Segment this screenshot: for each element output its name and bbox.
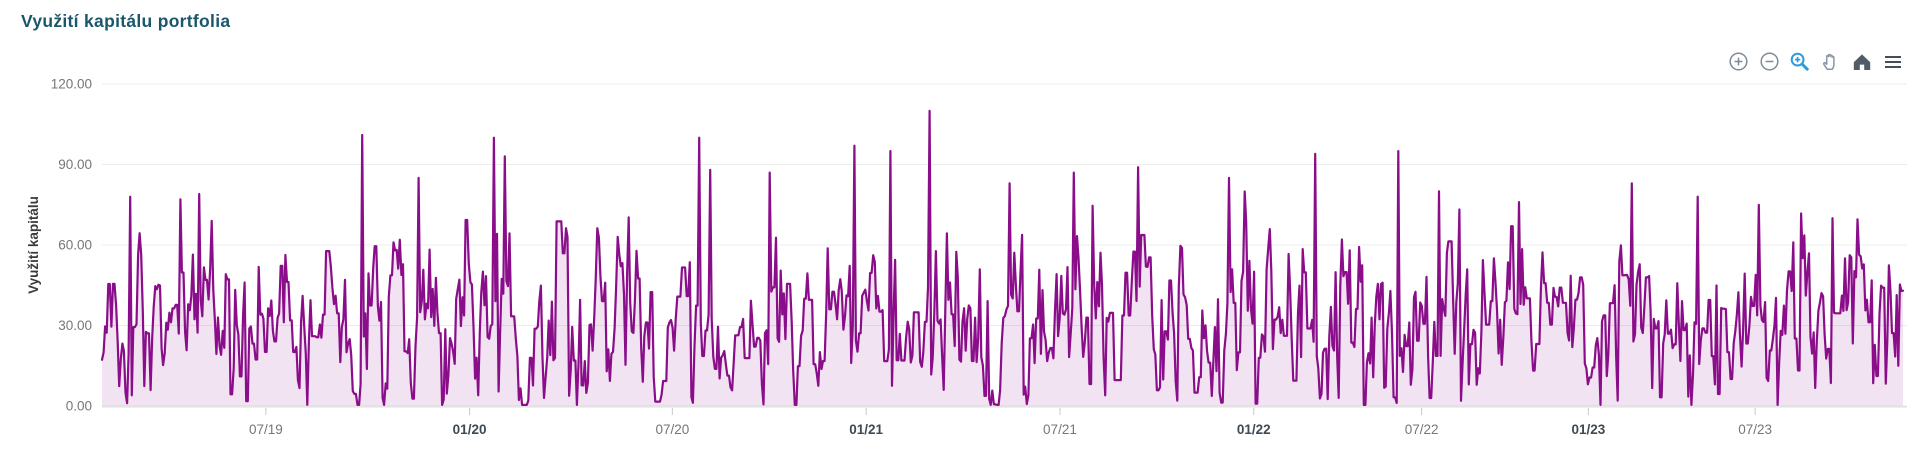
x-tick-label: 01/20 bbox=[453, 422, 487, 437]
zoom-selection-button[interactable] bbox=[1789, 52, 1811, 74]
reset-button[interactable] bbox=[1851, 52, 1873, 74]
hand-icon bbox=[1820, 51, 1842, 76]
y-tick-label: 30.00 bbox=[58, 318, 92, 333]
circle-plus-icon bbox=[1728, 51, 1749, 75]
x-tick-label: 07/22 bbox=[1405, 422, 1439, 437]
chart-toolbar bbox=[1727, 52, 1904, 74]
page-title: Využití kapitálu portfolia bbox=[21, 11, 231, 31]
zoom-out-button[interactable] bbox=[1758, 52, 1780, 74]
x-tick-label: 07/23 bbox=[1738, 422, 1772, 437]
series-line bbox=[100, 109, 1905, 406]
x-tick-label: 01/21 bbox=[849, 422, 883, 437]
y-tick-label: 60.00 bbox=[58, 238, 92, 253]
magnifier-plus-icon bbox=[1789, 51, 1811, 76]
y-tick-label: 120.00 bbox=[51, 77, 92, 92]
x-tick-label: 01/22 bbox=[1237, 422, 1271, 437]
circle-minus-icon bbox=[1759, 51, 1780, 75]
zoom-in-button[interactable] bbox=[1727, 52, 1749, 74]
hamburger-icon bbox=[1882, 51, 1904, 76]
y-tick-label: 90.00 bbox=[58, 157, 92, 172]
home-icon bbox=[1851, 51, 1873, 76]
y-tick-label: 0.00 bbox=[66, 399, 92, 414]
x-tick-label: 07/19 bbox=[249, 422, 283, 437]
y-axis-title: Využití kapitálu bbox=[26, 196, 41, 294]
menu-button[interactable] bbox=[1882, 52, 1904, 74]
x-tick-label: 07/21 bbox=[1043, 422, 1077, 437]
x-tick-label: 07/20 bbox=[655, 422, 689, 437]
x-tick-label: 01/23 bbox=[1571, 422, 1605, 437]
pan-button[interactable] bbox=[1820, 52, 1842, 74]
